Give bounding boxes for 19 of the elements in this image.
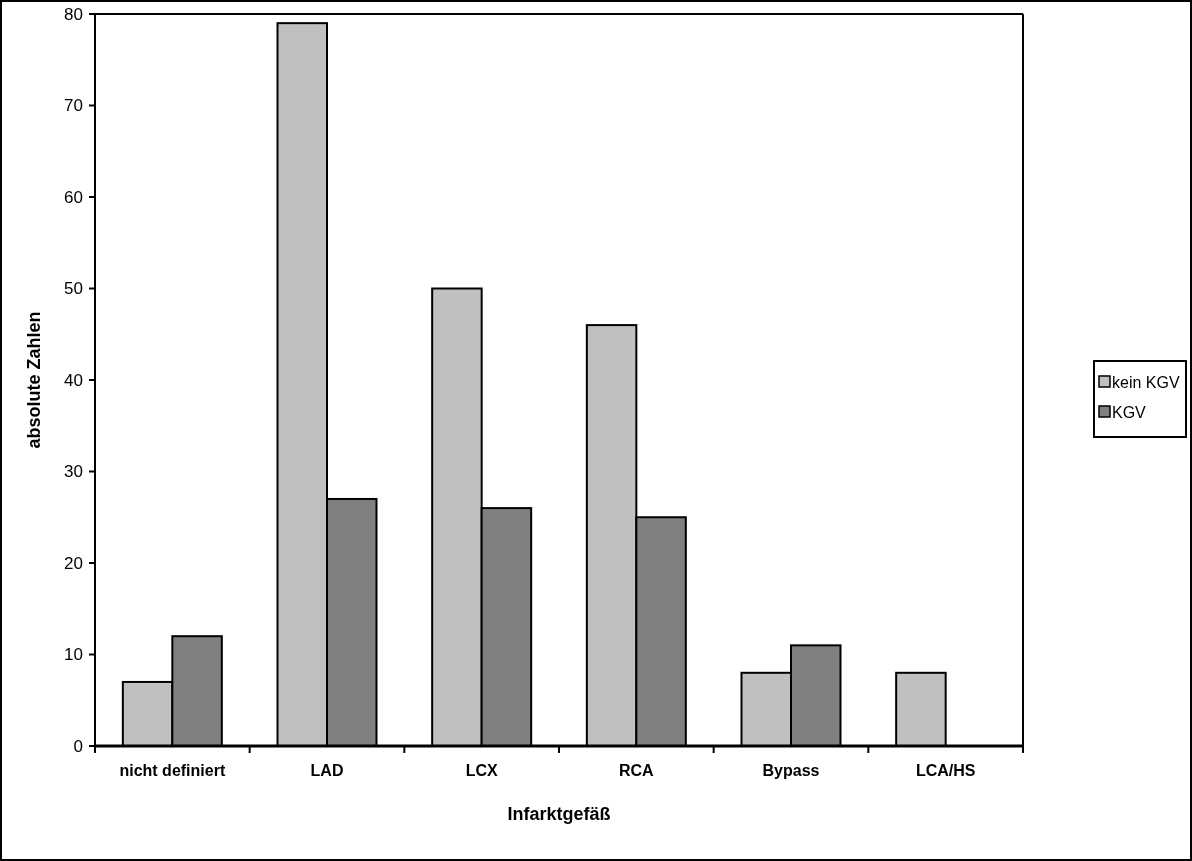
y-tick-label: 40 <box>64 370 83 390</box>
x-tick-label: nicht definiert <box>119 762 226 779</box>
legend-label: KGV <box>1112 403 1147 421</box>
y-tick-label: 70 <box>64 96 83 116</box>
y-axis-title: absolute Zahlen <box>24 311 44 449</box>
x-tick-label: LAD <box>310 762 344 779</box>
x-tick-label: RCA <box>619 762 655 779</box>
x-tick-label: LCA/HS <box>915 762 976 779</box>
y-tick-label: 0 <box>73 736 83 756</box>
x-tick-label: Bypass <box>762 762 820 779</box>
y-tick-label: 20 <box>64 553 83 573</box>
y-tick-label: 10 <box>64 645 83 665</box>
x-tick-label: LCX <box>465 762 498 779</box>
y-tick-label: 30 <box>64 462 83 482</box>
y-tick-label: 80 <box>64 4 83 24</box>
legend-label: kein KGV <box>1112 373 1180 391</box>
y-tick-label: 60 <box>64 187 83 207</box>
y-tick-label: 50 <box>64 279 83 299</box>
x-axis-title: Infarktgefäß <box>507 804 611 824</box>
